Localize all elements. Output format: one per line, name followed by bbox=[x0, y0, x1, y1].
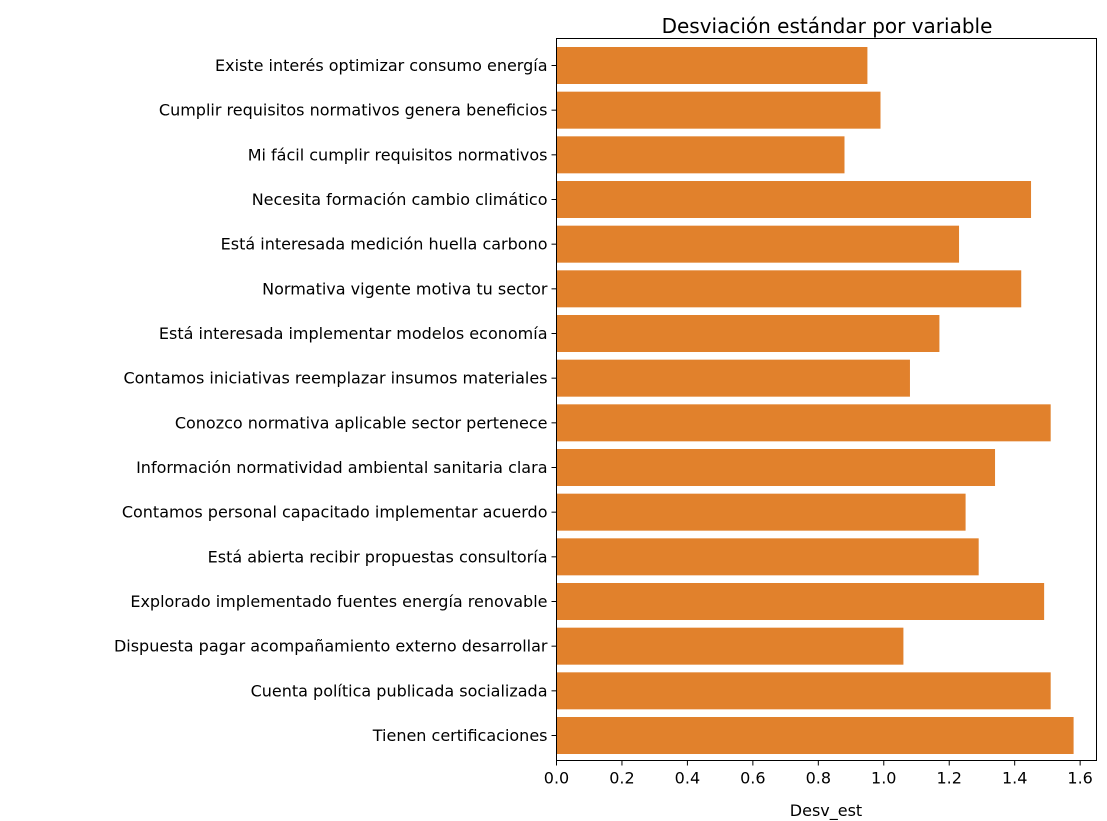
bar bbox=[556, 136, 845, 174]
category-label: Información normatividad ambiental sanit… bbox=[136, 458, 547, 477]
bar bbox=[556, 404, 1051, 442]
bar bbox=[556, 538, 979, 576]
x-tick-label: 1.6 bbox=[1067, 769, 1092, 788]
x-tick-label: 0.2 bbox=[609, 769, 634, 788]
category-label: Contamos iniciativas reemplazar insumos … bbox=[123, 369, 547, 388]
bar bbox=[556, 493, 966, 531]
category-label: Tienen certificaciones bbox=[372, 726, 548, 745]
category-label: Cumplir requisitos normativos genera ben… bbox=[159, 101, 548, 120]
x-tick-label: 0.4 bbox=[675, 769, 700, 788]
category-label: Normativa vigente motiva tu sector bbox=[262, 279, 548, 298]
category-label: Contamos personal capacitado implementar… bbox=[122, 503, 548, 522]
category-label: Necesita formación cambio climático bbox=[252, 190, 548, 209]
bar bbox=[556, 583, 1045, 620]
bar bbox=[556, 717, 1074, 754]
category-label: Dispuesta pagar acompañamiento externo d… bbox=[114, 637, 548, 656]
bar bbox=[556, 672, 1051, 710]
category-label: Está interesada medición huella carbono bbox=[221, 235, 548, 254]
plot-frame bbox=[556, 38, 1097, 761]
x-tick-label: 1.4 bbox=[1002, 769, 1027, 788]
bar bbox=[556, 47, 868, 84]
category-label: Conozco normativa aplicable sector perte… bbox=[175, 413, 548, 432]
category-label: Mi fácil cumplir requisitos normativos bbox=[248, 145, 548, 164]
bar bbox=[556, 270, 1022, 308]
category-label: Existe interés optimizar consumo energía bbox=[215, 56, 548, 75]
x-tick-label: 0.6 bbox=[740, 769, 765, 788]
bar bbox=[556, 627, 904, 665]
x-tick-label: 0.8 bbox=[806, 769, 831, 788]
bar bbox=[556, 181, 1032, 218]
category-labels-group: Existe interés optimizar consumo energía… bbox=[114, 56, 557, 745]
bar bbox=[556, 225, 960, 263]
x-axis-label: Desv_est bbox=[790, 801, 862, 821]
x-tick-label: 0.0 bbox=[544, 769, 569, 788]
category-label: Cuenta política publicada socializada bbox=[251, 681, 548, 700]
x-tick-label: 1.0 bbox=[871, 769, 896, 788]
category-label: Explorado implementado fuentes energía r… bbox=[130, 592, 547, 611]
bar bbox=[556, 449, 996, 486]
x-ticks-group: 0.0 0.2 0.4 0.6 0.8 1.0 1.2 1.4 1.6 bbox=[544, 760, 1093, 788]
category-label: Está abierta recibir propuestas consulto… bbox=[208, 547, 548, 566]
bars-group bbox=[556, 47, 1074, 754]
bar bbox=[556, 315, 940, 352]
chart-title: Desviación estándar por variable bbox=[662, 14, 993, 38]
bar bbox=[556, 91, 881, 129]
x-tick-label: 1.2 bbox=[937, 769, 962, 788]
bar bbox=[556, 359, 910, 397]
category-label: Está interesada implementar modelos econ… bbox=[159, 324, 548, 343]
